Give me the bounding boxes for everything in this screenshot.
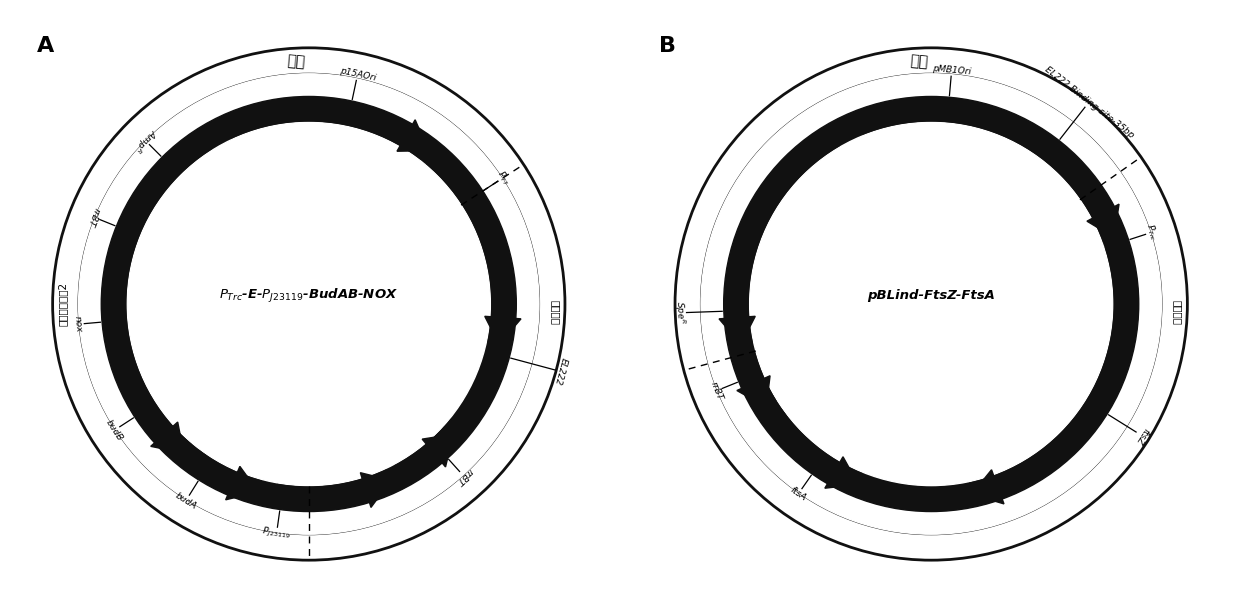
Polygon shape — [273, 470, 396, 510]
Circle shape — [701, 74, 1162, 534]
Circle shape — [724, 97, 1138, 511]
Polygon shape — [424, 420, 469, 464]
Polygon shape — [725, 126, 839, 347]
Polygon shape — [361, 472, 391, 508]
Polygon shape — [719, 316, 755, 345]
Polygon shape — [1087, 204, 1118, 238]
Text: 基因表达: 基因表达 — [1173, 300, 1183, 325]
Polygon shape — [397, 120, 429, 151]
Polygon shape — [226, 466, 258, 500]
Circle shape — [675, 48, 1188, 560]
Text: rrBT: rrBT — [86, 207, 102, 228]
Text: ftsZ: ftsZ — [1133, 426, 1149, 445]
Text: budA: budA — [174, 491, 198, 511]
Text: $P_{Trc}$: $P_{Trc}$ — [1143, 222, 1161, 243]
Polygon shape — [161, 431, 206, 475]
Text: pBLind-FtsZ-FtsA: pBLind-FtsZ-FtsA — [867, 289, 996, 302]
Circle shape — [52, 48, 565, 560]
Polygon shape — [185, 451, 262, 503]
Polygon shape — [737, 376, 770, 407]
Polygon shape — [427, 147, 515, 347]
Text: nox: nox — [73, 316, 83, 333]
Text: budB: budB — [104, 418, 124, 443]
Text: $Spe^R$: $Spe^R$ — [672, 301, 688, 325]
Text: $P_{Trc}$-E-$P_{J23119}$-BudAB-NOX: $P_{Trc}$-E-$P_{J23119}$-BudAB-NOX — [219, 287, 398, 305]
Text: EL222 Binding site-35bp: EL222 Binding site-35bp — [1043, 64, 1135, 140]
Text: rrBT: rrBT — [708, 380, 724, 401]
Text: $P_{T7}$: $P_{T7}$ — [494, 168, 512, 187]
Polygon shape — [825, 457, 858, 488]
Polygon shape — [763, 409, 863, 495]
Circle shape — [102, 97, 516, 511]
Circle shape — [750, 122, 1112, 486]
Text: 元件: 元件 — [286, 53, 306, 69]
Text: 元件: 元件 — [909, 53, 929, 69]
Polygon shape — [222, 98, 435, 160]
Text: 运输控制系统2: 运输控制系统2 — [57, 282, 67, 326]
Polygon shape — [422, 434, 454, 467]
Polygon shape — [394, 427, 461, 486]
Polygon shape — [746, 384, 787, 431]
Text: ftsA: ftsA — [789, 485, 808, 503]
Polygon shape — [972, 470, 1004, 504]
Text: A: A — [36, 36, 53, 57]
Polygon shape — [151, 422, 184, 453]
Text: 基因表达: 基因表达 — [551, 300, 560, 325]
Polygon shape — [970, 240, 1137, 505]
Polygon shape — [485, 316, 521, 345]
Polygon shape — [733, 351, 776, 413]
Text: B: B — [658, 36, 676, 57]
Text: $P_{J23119}$: $P_{J23119}$ — [262, 525, 291, 542]
Polygon shape — [103, 130, 212, 461]
Text: EL222: EL222 — [553, 357, 569, 386]
Text: $Amp^R$: $Amp^R$ — [130, 125, 160, 155]
Text: p15AOri: p15AOri — [339, 66, 377, 82]
Polygon shape — [854, 98, 1125, 241]
Circle shape — [78, 74, 539, 534]
Text: rrBT: rrBT — [454, 466, 474, 486]
Circle shape — [128, 122, 490, 486]
Text: pMB1Ori: pMB1Ori — [932, 64, 971, 76]
